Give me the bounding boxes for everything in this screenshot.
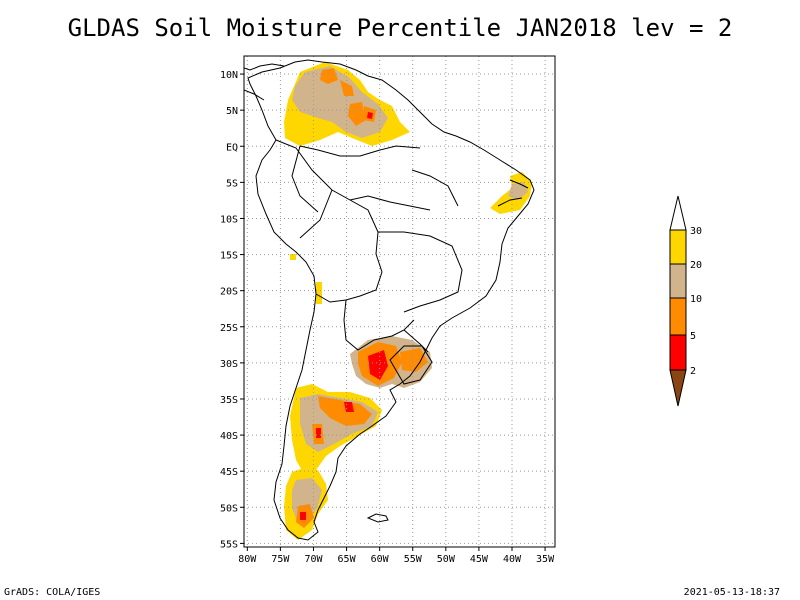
- colorbar-label-30: 30: [690, 226, 702, 237]
- colorbar: 30 20 10 5 2: [669, 195, 702, 407]
- colorbar-bin-5-10: [669, 297, 687, 336]
- lon-tick-label: 50W: [437, 554, 456, 565]
- lat-tick-label: 5N: [226, 106, 238, 117]
- colorbar-bin-2-5: [669, 334, 687, 371]
- soil-moisture-field: [284, 62, 532, 540]
- map-title: GLDAS Soil Moisture Percentile JAN2018 l…: [67, 14, 733, 42]
- lat-tick-label: 15S: [220, 251, 238, 262]
- colorbar-label-2: 2: [690, 366, 696, 377]
- longitude-axis: 80W 75W 70W 65W 60W 55W 50W 45W 40W 35W: [238, 547, 555, 565]
- south-america-coastline: [247, 59, 535, 541]
- lat-tick-label: 20S: [220, 287, 238, 298]
- footer-credit: GrADS: COLA/IGES: [4, 587, 101, 598]
- colorbar-label-20: 20: [690, 260, 702, 271]
- lon-tick-label: 40W: [503, 554, 522, 565]
- footer-timestamp: 2021-05-13-18:37: [683, 587, 780, 598]
- lon-tick-label: 70W: [304, 554, 323, 565]
- central-america-outline: [244, 63, 285, 101]
- map-frame: [243, 55, 556, 548]
- lon-tick-label: 45W: [470, 554, 489, 565]
- lat-tick-label: 45S: [220, 467, 238, 478]
- lon-tick-label: 65W: [338, 554, 357, 565]
- country-borders: [275, 139, 463, 353]
- colorbar-label-10: 10: [690, 294, 702, 305]
- lat-tick-label: 5S: [226, 178, 238, 189]
- colorbar-bin-10-20: [669, 263, 687, 299]
- lon-tick-label: 75W: [271, 554, 290, 565]
- lon-tick-label: 60W: [371, 554, 390, 565]
- colorbar-label-5: 5: [690, 331, 696, 342]
- colorbar-bin-20-30: [669, 229, 687, 265]
- lon-tick-label: 55W: [404, 554, 423, 565]
- lat-tick-label: 10N: [220, 70, 238, 81]
- lat-tick-label: 40S: [220, 431, 238, 442]
- lat-tick-label: 50S: [220, 503, 238, 514]
- lon-tick-label: 35W: [536, 554, 555, 565]
- lat-tick-label: 55S: [220, 539, 238, 550]
- brazil-northeast-detail: [497, 179, 529, 207]
- lat-tick-label: EQ: [226, 142, 238, 153]
- latitude-axis: 10N 5N EQ 5S 10S 15S 20S 25S 30S 35S 40S 45S 50S 55S: [220, 70, 244, 550]
- lon-tick-label: 80W: [238, 554, 257, 565]
- lat-tick-label: 10S: [220, 214, 238, 225]
- lat-tick-label: 35S: [220, 395, 238, 406]
- colorbar-top-arrow: [669, 195, 687, 231]
- uruguay-border: [389, 345, 433, 385]
- lat-tick-label: 25S: [220, 323, 238, 334]
- lat-tick-label: 30S: [220, 359, 238, 370]
- colorbar-bottom-arrow: [669, 369, 687, 407]
- falkland-islands: [366, 513, 389, 523]
- coastline-and-borders: [244, 59, 535, 541]
